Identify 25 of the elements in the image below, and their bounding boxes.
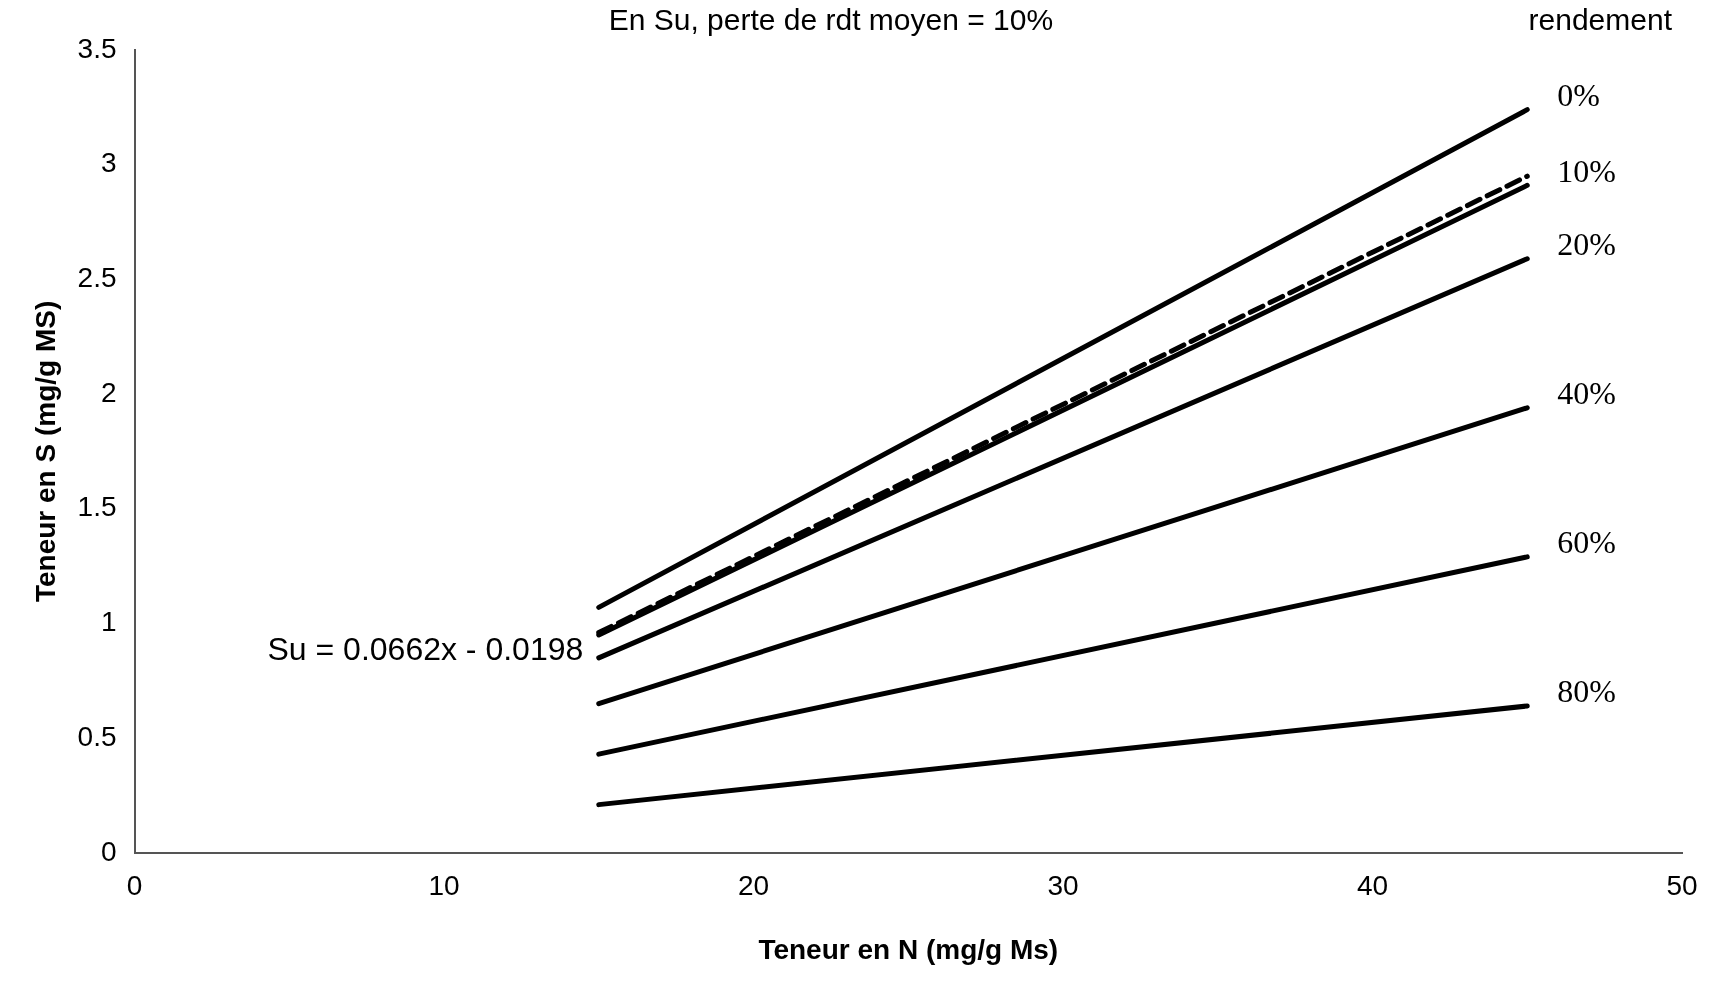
x-tick-label: 10 [428,870,460,902]
x-tick-label: 50 [1666,870,1698,902]
series-label: 20% [1557,226,1616,263]
series-label: 0% [1557,77,1600,114]
x-tick-label: 20 [737,870,770,902]
x-tick-label: 30 [1047,870,1079,902]
y-tick-label: 3 [100,147,117,179]
y-tick-label: 1 [100,606,117,638]
legend-title: rendement [1528,3,1673,37]
y-tick-label: 1.5 [77,491,117,523]
series-label: 10% [1557,152,1616,189]
x-tick-label: 0 [126,870,143,902]
y-tick-label: 0 [100,835,117,867]
x-axis-title: Teneur en N (mg/g Ms) [758,933,1059,965]
annotation: Su = 0.0662x - 0.0198 [267,630,584,667]
chart-title: En Su, perte de rdt moyen = 10% [608,3,1054,37]
series-label: 60% [1557,524,1616,561]
y-tick-label: 3.5 [77,32,117,64]
y-tick-label: 0.5 [77,720,117,752]
y-tick-label: 2.5 [77,262,117,294]
x-tick-label: 40 [1356,870,1389,902]
series-label: 40% [1557,375,1616,412]
series-label: 80% [1557,673,1616,710]
y-axis-title: Teneur en S (mg/g MS) [29,300,61,603]
y-tick-label: 2 [100,376,117,408]
